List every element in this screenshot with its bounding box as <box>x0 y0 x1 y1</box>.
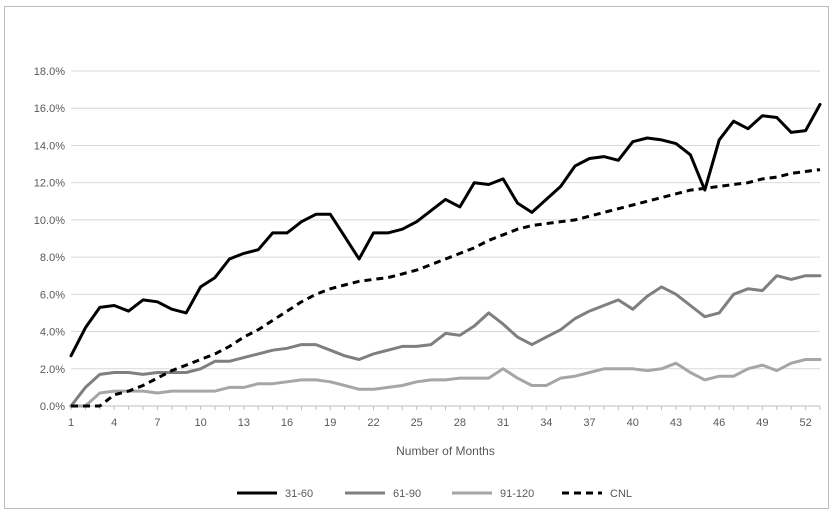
legend: 31-60 61-90 91-120 CNL <box>237 488 632 500</box>
x-tick-label: 52 <box>799 417 811 429</box>
y-tick-label: 10.0% <box>34 215 65 227</box>
x-tick-label: 28 <box>454 417 466 429</box>
x-tick-label: 46 <box>713 417 725 429</box>
series-line-31-60 <box>69 103 822 358</box>
y-tick-label: 2.0% <box>40 364 65 376</box>
x-tick-label: 49 <box>756 417 768 429</box>
x-axis-title: Number of Months <box>396 444 495 458</box>
x-tick-label: 40 <box>627 417 639 429</box>
series-line-91-120 <box>69 358 822 408</box>
y-tick-label: 8.0% <box>40 252 65 264</box>
y-tick-label: 12.0% <box>34 178 65 190</box>
x-tick-label: 43 <box>670 417 682 429</box>
y-tick-label: 0.0% <box>40 401 65 413</box>
series-line-61-90 <box>69 274 822 408</box>
x-tick-label: 10 <box>195 417 207 429</box>
x-tick-label: 13 <box>238 417 250 429</box>
y-tick-label: 18.0% <box>34 66 65 78</box>
legend-label: 91-120 <box>500 488 534 500</box>
line-chart: 0.0% 2.0% 4.0% 6.0% 8.0% 10.0% 12.0% 14.0% 16.0%… <box>34 66 822 500</box>
y-tick-label: 14.0% <box>34 140 65 152</box>
x-tick-label: 22 <box>367 417 379 429</box>
x-axis-ticks: 1 4 7 10 13 16 19 22 25 28 31 34 37 40 43 46 49 52 <box>68 406 821 429</box>
x-tick-label: 37 <box>583 417 595 429</box>
y-tick-label: 4.0% <box>40 327 65 339</box>
x-tick-label: 16 <box>281 417 293 429</box>
legend-label: CNL <box>610 488 632 500</box>
y-axis-ticks: 0.0% 2.0% 4.0% 6.0% 8.0% 10.0% 12.0% 14.0% 16.0%… <box>34 66 65 413</box>
y-tick-label: 16.0% <box>34 103 65 115</box>
legend-label: 61-90 <box>393 488 421 500</box>
x-tick-label: 1 <box>68 417 74 429</box>
chart-frame: 0.0% 2.0% 4.0% 6.0% 8.0% 10.0% 12.0% 14.0% 16.0%… <box>4 6 829 509</box>
series-lines <box>69 103 822 408</box>
x-tick-label: 19 <box>324 417 336 429</box>
x-tick-label: 7 <box>154 417 160 429</box>
legend-label: 31-60 <box>285 488 313 500</box>
y-tick-label: 6.0% <box>40 289 65 301</box>
x-tick-label: 25 <box>411 417 423 429</box>
x-tick-label: 31 <box>497 417 509 429</box>
x-tick-label: 34 <box>540 417 552 429</box>
gridlines <box>71 70 820 370</box>
x-tick-label: 4 <box>111 417 117 429</box>
series-line-cnl <box>71 168 821 408</box>
